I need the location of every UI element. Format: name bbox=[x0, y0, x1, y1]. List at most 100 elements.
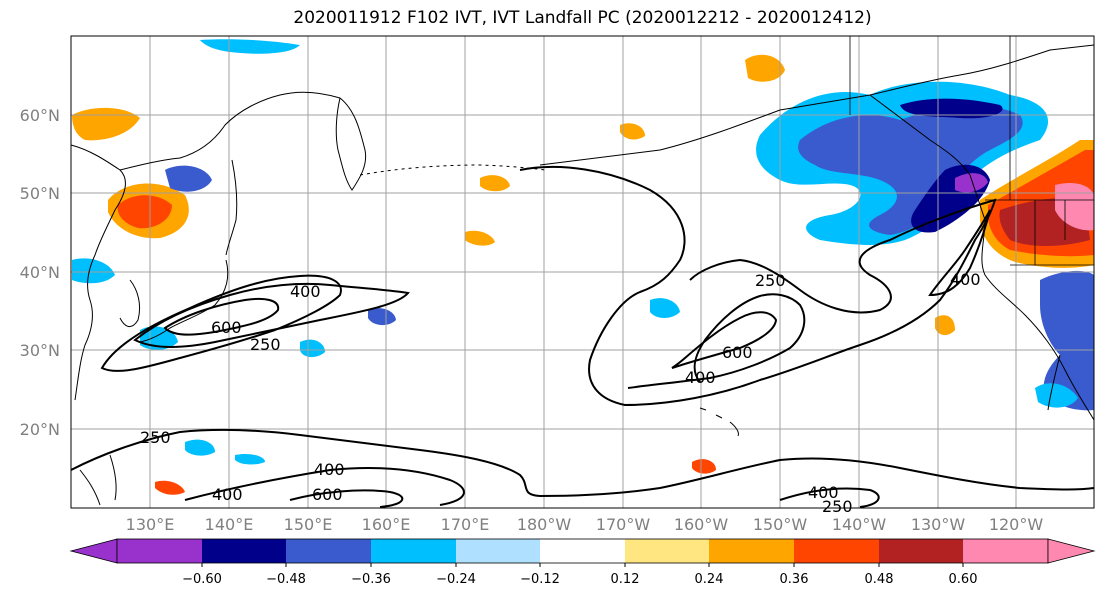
colorbar-segment bbox=[540, 539, 625, 563]
lat-label-50n: 50°N bbox=[20, 184, 60, 203]
colorbar-tick-label: 0.48 bbox=[865, 572, 894, 587]
colorbar-tick-label: 0.36 bbox=[780, 572, 809, 587]
colorbar-tick-label: 0.24 bbox=[695, 572, 724, 587]
lon-label-170w: 170°W bbox=[596, 515, 651, 534]
colorbar-over-arrow bbox=[1047, 538, 1096, 564]
map-frame bbox=[70, 35, 1095, 509]
coastline-korea bbox=[119, 279, 141, 327]
lon-label-140w: 140°W bbox=[832, 515, 887, 534]
contour-label-japan-400: 400 bbox=[290, 282, 321, 301]
colorbar-tick-label: −0.24 bbox=[436, 572, 476, 587]
pc-negative-kuroshio bbox=[300, 339, 325, 358]
pc-negative-central-pacific bbox=[650, 298, 680, 318]
coastline-alaska bbox=[539, 44, 1095, 166]
longitude-labels: 130°E 140°E 150°E 160°E 170°E 180°W 170°… bbox=[126, 515, 1044, 534]
pc-positive-nw-small bbox=[745, 54, 785, 82]
pc-positive-central-north bbox=[620, 123, 645, 140]
pc-negative-korea bbox=[72, 258, 115, 284]
colorbar-segment bbox=[879, 539, 963, 563]
lat-label-40n: 40°N bbox=[20, 263, 60, 282]
lon-label-170e: 170°E bbox=[441, 515, 490, 534]
pc-negative-manchuria bbox=[165, 165, 212, 192]
pc-positive-east-coast bbox=[935, 315, 955, 336]
pc-negative-south-2 bbox=[235, 453, 265, 465]
pc-positive-midlat-2 bbox=[480, 175, 510, 192]
lat-label-30n: 30°N bbox=[20, 341, 60, 360]
coastlines bbox=[70, 44, 1095, 506]
lon-label-120w: 120°W bbox=[989, 515, 1044, 534]
pc-positive-manchuria-core bbox=[117, 195, 172, 229]
colorbar-ticks: −0.60 −0.48 −0.36 −0.24 −0.12 0.12 0.24 0.36 0.4… bbox=[182, 563, 977, 587]
contour-south-250 bbox=[70, 428, 1095, 498]
colorbar-tick-label: −0.36 bbox=[351, 572, 391, 587]
lon-label-150w: 150°W bbox=[753, 515, 808, 534]
contour-label-pacific-600: 600 bbox=[722, 343, 753, 362]
colorbar-segment bbox=[371, 539, 456, 563]
pc-positive-sea-of-okhotsk bbox=[72, 107, 140, 141]
coastline-asia-mainland bbox=[70, 91, 341, 401]
colorbar-tick-label: −0.48 bbox=[266, 572, 306, 587]
coastline-japan bbox=[139, 259, 229, 343]
contour-label-se-250: 250 bbox=[822, 497, 853, 516]
colorbar-segment bbox=[794, 539, 879, 563]
contour-label-pacific-250: 250 bbox=[755, 271, 786, 290]
lon-label-160w: 160°W bbox=[674, 515, 729, 534]
colorbar-tick-label: 0.60 bbox=[949, 572, 978, 587]
lon-label-140e: 140°E bbox=[205, 515, 254, 534]
pc-positive-south-3 bbox=[155, 480, 185, 495]
pc-negative-north-pacific bbox=[368, 308, 396, 326]
colorbar-segments bbox=[116, 538, 1049, 564]
colorbar: −0.60 −0.48 −0.36 −0.24 −0.12 0.12 0.24 0.36 0.4… bbox=[69, 538, 1096, 587]
contour-label-south-400a: 400 bbox=[314, 460, 345, 479]
colorbar-tick-label: 0.12 bbox=[611, 572, 640, 587]
lon-label-180w: 180°W bbox=[517, 515, 572, 534]
pc-negative-alaska-darkcore bbox=[900, 98, 1003, 119]
pc-negative-south-1 bbox=[185, 439, 215, 456]
colorbar-segment bbox=[709, 539, 794, 563]
contour-label-coast-400: 400 bbox=[950, 270, 981, 289]
lon-label-160e: 160°E bbox=[362, 515, 411, 534]
border-states bbox=[1009, 36, 1094, 266]
colorbar-segment bbox=[963, 539, 1048, 563]
coastline-sakhalin bbox=[225, 159, 238, 256]
contour-label-japan-250: 250 bbox=[250, 335, 281, 354]
contour-label-south-400b: 400 bbox=[212, 485, 243, 504]
map-panel: 400 600 250 250 600 400 400 250 400 400 … bbox=[70, 35, 1095, 516]
lon-label-130e: 130°E bbox=[126, 515, 175, 534]
contour-label-south-250: 250 bbox=[140, 428, 171, 447]
coastline-philippines bbox=[79, 454, 117, 506]
contour-labels: 400 600 250 250 600 400 400 250 400 400 … bbox=[140, 270, 981, 516]
coastline-alaska-panhandle bbox=[869, 94, 971, 176]
colorbar-segment bbox=[625, 539, 709, 563]
colorbar-segment bbox=[202, 539, 286, 563]
pc-negative-aleutian bbox=[200, 39, 300, 54]
contour-label-se-400: 400 bbox=[808, 483, 839, 502]
contour-coast-400 bbox=[928, 209, 991, 297]
lon-label-150e: 150°E bbox=[284, 515, 333, 534]
pc-negative-bc-purple bbox=[955, 173, 988, 193]
pc-negative-alaska-core bbox=[798, 105, 1023, 236]
colorbar-tick-label: −0.12 bbox=[520, 572, 560, 587]
ivt-contours bbox=[70, 165, 1095, 508]
latitude-labels: 60°N 50°N 40°N 30°N 20°N bbox=[20, 106, 60, 439]
colorbar-tick-label: −0.60 bbox=[182, 572, 222, 587]
contour-label-south-600: 600 bbox=[312, 485, 343, 504]
contour-south-400 bbox=[184, 467, 465, 506]
map-title: 2020011912 F102 IVT, IVT Landfall PC (20… bbox=[293, 8, 872, 28]
colorbar-segment bbox=[117, 539, 202, 563]
coastline-baja bbox=[1047, 354, 1061, 411]
contour-japan-400 bbox=[133, 282, 410, 348]
coastline-hawaii bbox=[699, 407, 739, 437]
contour-pacific-400 bbox=[627, 293, 806, 389]
coastline-na-west bbox=[969, 174, 1095, 421]
graticule bbox=[71, 36, 1094, 508]
coastline-kamchatka bbox=[335, 97, 367, 191]
contour-label-japan-600: 600 bbox=[211, 318, 242, 337]
lon-label-130w: 130°W bbox=[911, 515, 966, 534]
lat-label-20n: 20°N bbox=[20, 420, 60, 439]
pc-negative-california-edge bbox=[1035, 383, 1078, 408]
colorbar-segment bbox=[286, 539, 371, 563]
contour-japan-600 bbox=[163, 297, 280, 336]
pc-shading-layer bbox=[72, 39, 1094, 495]
